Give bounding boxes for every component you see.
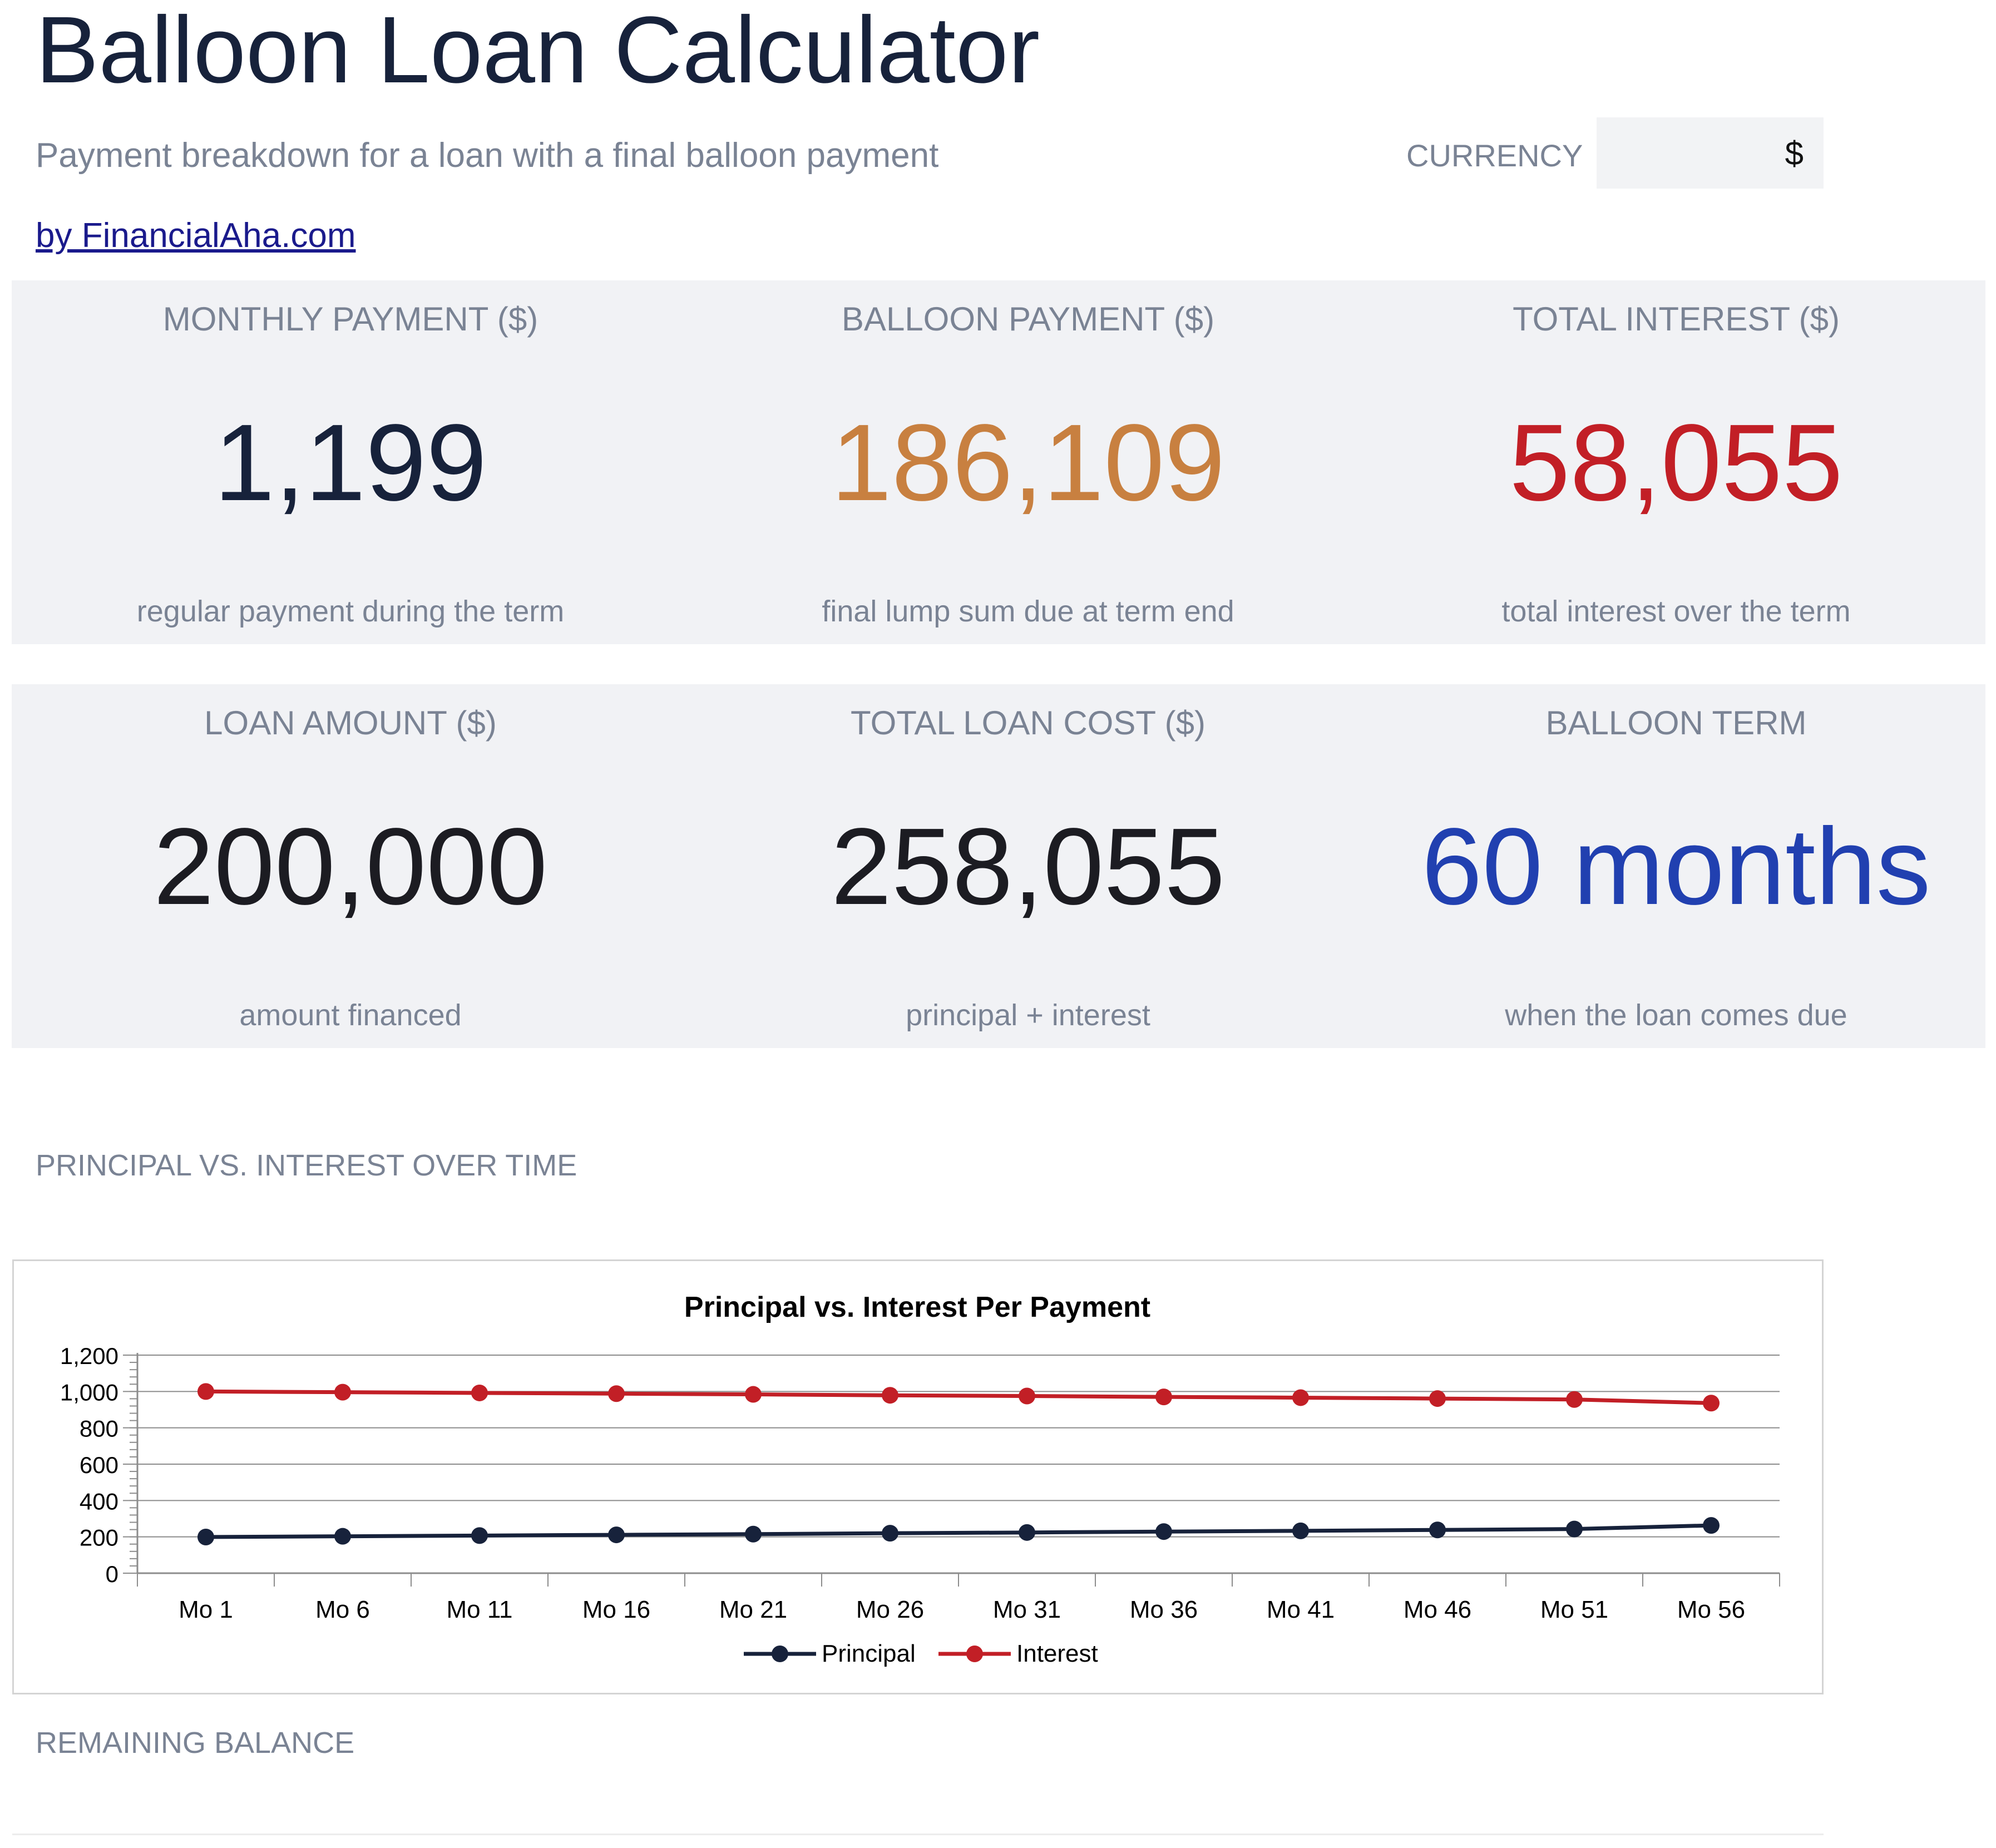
principal-point xyxy=(1703,1517,1720,1534)
interest-point xyxy=(1019,1387,1035,1405)
financialaha-link[interactable]: by FinancialAha.com xyxy=(36,216,356,255)
balloon-term-note: when the loan comes due xyxy=(1505,999,1847,1032)
x-tick-label: Mo 6 xyxy=(315,1596,370,1623)
monthly-payment-card: MONTHLY PAYMENT ($) 1,199 regular paymen… xyxy=(12,280,689,644)
balloon-term-label: BALLOON TERM xyxy=(1545,704,1807,742)
principal-point xyxy=(197,1528,214,1545)
y-tick-label: 1,200 xyxy=(60,1343,118,1369)
chart-canvas: Principal vs. Interest Per Payment 0 200 4… xyxy=(60,1291,1780,1667)
interest-point xyxy=(1566,1391,1583,1408)
page-title: Balloon Loan Calculator xyxy=(36,0,1040,103)
principal-series-line xyxy=(205,1523,1712,1539)
interest-point xyxy=(882,1387,898,1404)
x-tick-label: Mo 31 xyxy=(993,1596,1061,1623)
balance-section-divider xyxy=(12,1834,1824,1835)
balloon-payment-label: BALLOON PAYMENT ($) xyxy=(841,300,1215,338)
summary-panel-top: MONTHLY PAYMENT ($) 1,199 regular paymen… xyxy=(12,280,1985,644)
chart-section-heading: PRINCIPAL VS. INTEREST OVER TIME xyxy=(36,1149,577,1182)
principal-point xyxy=(608,1526,625,1544)
interest-legend-label: Interest xyxy=(1016,1640,1098,1667)
x-tick-label: Mo 26 xyxy=(856,1596,924,1623)
interest-point xyxy=(197,1383,214,1400)
interest-series-line xyxy=(205,1389,1712,1405)
chart-title: Principal vs. Interest Per Payment xyxy=(684,1291,1150,1323)
x-tick-label: Mo 51 xyxy=(1540,1596,1608,1623)
interest-point xyxy=(1292,1389,1309,1406)
monthly-payment-note: regular payment during the term xyxy=(136,595,565,628)
x-tick-label: Mo 1 xyxy=(179,1596,233,1623)
y-tick-label: 800 xyxy=(80,1416,118,1442)
interest-point xyxy=(1703,1395,1720,1412)
principal-point xyxy=(745,1525,762,1543)
x-tick-label: Mo 41 xyxy=(1267,1596,1335,1623)
y-tick-label: 0 xyxy=(106,1561,118,1587)
balance-section-heading: REMAINING BALANCE xyxy=(36,1726,355,1760)
currency-label: CURRENCY xyxy=(1406,138,1583,173)
balloon-payment-note: final lump sum due at term end xyxy=(822,595,1234,628)
interest-point xyxy=(745,1386,762,1403)
y-tick-label: 200 xyxy=(80,1525,118,1551)
currency-input[interactable] xyxy=(1597,117,1824,189)
chart-series xyxy=(197,1383,1720,1545)
balloon-payment-value: 186,109 xyxy=(831,402,1226,523)
x-tick-label: Mo 46 xyxy=(1404,1596,1471,1623)
principal-point xyxy=(1019,1524,1035,1541)
principal-interest-chart: Principal vs. Interest Per Payment 0 200 4… xyxy=(12,1259,1824,1694)
x-tick-label: Mo 36 xyxy=(1130,1596,1198,1623)
principal-point xyxy=(1292,1522,1309,1539)
y-tick-label: 600 xyxy=(80,1452,118,1478)
total-loan-cost-card: TOTAL LOAN COST ($) 258,055 principal + … xyxy=(689,684,1367,1048)
x-tick-label: Mo 11 xyxy=(446,1596,512,1623)
balloon-term-value: 60 months xyxy=(1421,806,1931,927)
balloon-payment-card: BALLOON PAYMENT ($) 186,109 final lump s… xyxy=(689,280,1367,644)
interest-point xyxy=(608,1385,625,1402)
principal-point xyxy=(1566,1520,1583,1538)
monthly-payment-value: 1,199 xyxy=(214,402,487,523)
total-interest-card: TOTAL INTEREST ($) 58,055 total interest… xyxy=(1367,280,1985,644)
total-interest-label: TOTAL INTEREST ($) xyxy=(1513,300,1840,338)
principal-point xyxy=(1155,1523,1172,1540)
x-tick-label: Mo 16 xyxy=(582,1596,650,1623)
balloon-term-card: BALLOON TERM 60 months when the loan com… xyxy=(1367,684,1985,1048)
chart-gridlines xyxy=(137,1355,1780,1538)
interest-point xyxy=(334,1383,351,1401)
y-tick-label: 1,000 xyxy=(60,1379,118,1405)
loan-amount-note: amount financed xyxy=(239,999,462,1032)
loan-amount-label: LOAN AMOUNT ($) xyxy=(204,704,497,742)
total-loan-cost-value: 258,055 xyxy=(831,806,1226,927)
total-interest-note: total interest over the term xyxy=(1501,595,1851,628)
loan-amount-value: 200,000 xyxy=(153,806,548,927)
principal-point xyxy=(334,1528,351,1545)
x-tick-label: Mo 21 xyxy=(719,1596,787,1623)
page-subtitle: Payment breakdown for a loan with a fina… xyxy=(36,136,939,175)
y-tick-label: 400 xyxy=(80,1488,118,1514)
x-tick-label: Mo 56 xyxy=(1677,1596,1745,1623)
interest-legend-marker xyxy=(966,1646,983,1662)
total-loan-cost-note: principal + interest xyxy=(906,999,1150,1032)
principal-legend-label: Principal xyxy=(822,1640,916,1667)
principal-legend-marker xyxy=(772,1646,788,1662)
summary-panel-bottom: LOAN AMOUNT ($) 200,000 amount financed … xyxy=(12,684,1985,1048)
loan-amount-card: LOAN AMOUNT ($) 200,000 amount financed xyxy=(12,684,689,1048)
interest-point xyxy=(1155,1389,1172,1406)
total-interest-value: 58,055 xyxy=(1509,402,1843,523)
principal-point xyxy=(882,1525,898,1542)
chart-legend: Principal Interest xyxy=(744,1640,1098,1667)
interest-point xyxy=(471,1384,488,1401)
total-loan-cost-label: TOTAL LOAN COST ($) xyxy=(851,704,1205,742)
principal-point xyxy=(1429,1521,1446,1539)
principal-point xyxy=(471,1527,488,1544)
chart-axes: 0 200 400 600 800 1,000 1,200 Mo 1 Mo 6 Mo 11 Mo 1… xyxy=(60,1343,1780,1623)
monthly-payment-label: MONTHLY PAYMENT ($) xyxy=(162,300,538,338)
interest-point xyxy=(1429,1390,1446,1407)
